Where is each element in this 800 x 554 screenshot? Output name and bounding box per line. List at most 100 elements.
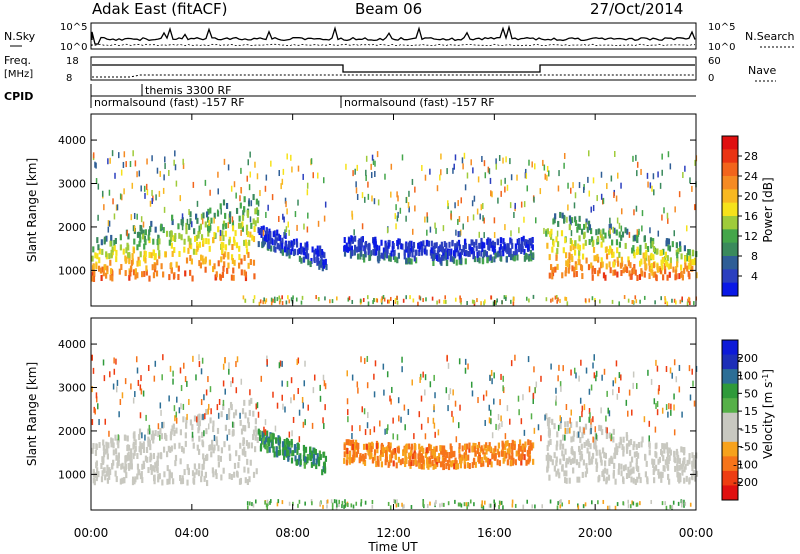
scatter-cell — [450, 248, 453, 255]
scatter-cell — [655, 452, 658, 459]
scatter-cell — [197, 232, 200, 239]
scatter-speckle — [433, 422, 436, 429]
scatter-speckle — [447, 405, 449, 412]
scatter-cell — [452, 250, 456, 257]
scatter-cell — [216, 427, 220, 434]
scatter-speckle — [126, 230, 129, 237]
scatter-cell — [92, 477, 95, 484]
nave-trace — [92, 74, 695, 78]
scatter-cell — [359, 298, 362, 303]
scatter-cell — [558, 499, 561, 504]
scatter-cell — [678, 273, 681, 280]
scatter-cell — [117, 455, 120, 462]
scatter-cell — [591, 268, 594, 275]
scatter-speckle — [196, 200, 199, 207]
scatter-cell — [392, 253, 396, 260]
scatter-cell — [139, 441, 142, 448]
colorbar-tick-label: 8 — [751, 250, 758, 263]
scatter-cell — [228, 473, 231, 480]
scatter-speckle — [457, 200, 459, 207]
scatter-speckle — [684, 165, 686, 172]
scatter-cell — [102, 456, 105, 463]
scatter-speckle — [407, 202, 410, 209]
scatter-cell — [144, 455, 148, 462]
scatter-speckle — [323, 380, 326, 387]
scatter-speckle — [632, 371, 635, 378]
scatter-speckle — [290, 154, 292, 161]
scatter-cell — [653, 466, 656, 473]
scatter-cell — [139, 251, 142, 258]
scatter-cell — [117, 452, 120, 459]
scatter-cell — [105, 445, 108, 452]
scatter-cell — [153, 466, 156, 473]
scatter-speckle — [420, 395, 423, 402]
scatter-cell — [233, 462, 237, 469]
scatter-cell — [156, 465, 159, 472]
scatter-cell — [198, 463, 201, 470]
scatter-speckle — [540, 375, 542, 382]
scatter-cell — [226, 267, 229, 274]
scatter-cell — [680, 271, 683, 278]
scatter-cell — [421, 445, 424, 452]
scatter-cell — [583, 223, 586, 230]
scatter-cell — [501, 246, 505, 253]
scatter-cell — [656, 266, 659, 273]
scatter-cell — [266, 499, 269, 504]
scatter-cell — [612, 428, 615, 435]
scatter-cell — [507, 243, 510, 250]
scatter-cell — [348, 245, 351, 252]
scatter-speckle — [133, 212, 136, 219]
scatter-speckle — [502, 375, 504, 382]
scatter-cell — [402, 504, 404, 509]
scatter-cell — [603, 467, 607, 474]
scatter-speckle — [204, 179, 207, 186]
scatter-cell — [268, 242, 271, 249]
scatter-cell — [264, 238, 267, 245]
scatter-speckle — [543, 164, 546, 171]
scatter-speckle — [160, 409, 162, 416]
scatter-cell — [357, 442, 360, 449]
scatter-cell — [256, 217, 259, 224]
scatter-speckle — [581, 405, 584, 412]
scatter-cell — [498, 505, 500, 510]
scatter-cell — [520, 237, 523, 244]
scatter-cell — [284, 242, 287, 249]
scatter-cell — [231, 220, 235, 227]
scatter-cell — [191, 470, 195, 477]
scatter-cell — [223, 261, 226, 268]
scatter-speckle — [260, 375, 263, 382]
scatter-cell — [614, 269, 617, 276]
scatter-cell — [444, 252, 447, 259]
scatter-cell — [320, 254, 323, 261]
scatter-cell — [531, 236, 534, 243]
scatter-cell — [376, 455, 379, 462]
scatter-cell — [559, 298, 561, 303]
scatter-cell — [265, 503, 268, 508]
scatter-cell — [140, 228, 143, 235]
scatter-cell — [97, 265, 101, 272]
scatter-cell — [635, 299, 638, 304]
scatter-cell — [408, 443, 411, 450]
scatter-cell — [579, 436, 582, 443]
scatter-cell — [555, 460, 558, 467]
scatter-speckle — [257, 411, 260, 418]
scatter-speckle — [186, 380, 188, 387]
scatter-cell — [355, 442, 359, 449]
scatter-speckle — [254, 161, 256, 168]
scatter-cell — [352, 451, 355, 458]
scatter-speckle — [506, 184, 509, 191]
scatter-cell — [643, 258, 646, 265]
scatter-cell — [348, 296, 351, 301]
scatter-cell — [158, 473, 161, 480]
scatter-speckle — [186, 218, 189, 225]
scatter-speckle — [600, 407, 602, 414]
beam-title: Beam 06 — [355, 0, 422, 18]
scatter-cell — [420, 249, 424, 256]
scatter-cell — [625, 447, 629, 454]
scatter-cell — [157, 430, 160, 437]
scatter-cell — [575, 421, 578, 428]
scatter-cell — [272, 433, 275, 440]
scatter-cell — [687, 249, 690, 256]
scatter-cell — [255, 468, 258, 475]
scatter-cell — [196, 414, 200, 421]
